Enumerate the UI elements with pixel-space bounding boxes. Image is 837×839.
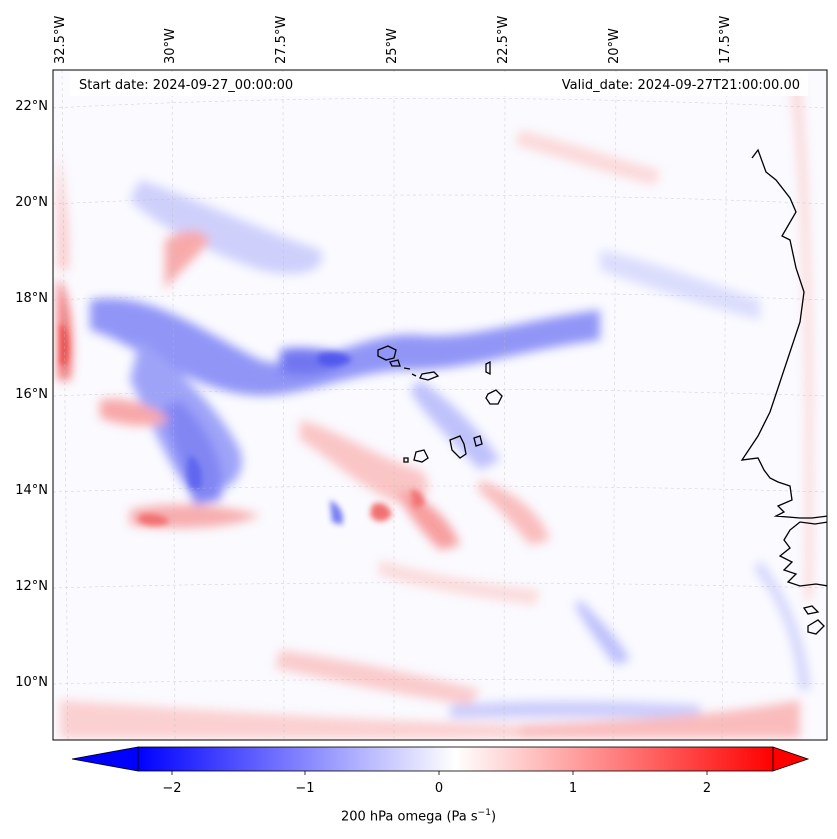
start-date-label: Start date: 2024-09-27_00:00:00 (79, 78, 294, 93)
colorbar-extend-max (772, 746, 810, 772)
colorbar-tick-label: 2 (703, 781, 711, 796)
colorbar-outline (137, 746, 774, 772)
colorbar-ticks (171, 771, 708, 775)
colorbar-tick-label: 1 (569, 781, 577, 796)
longitude-label: 32.5°W (53, 15, 68, 64)
colorbar-title: 200 hPa omega (Pa s−1) (340, 808, 497, 825)
latitude-label: 18°N (15, 291, 48, 306)
colorbar-tick-label: 0 (435, 781, 443, 796)
map-plot-area (53, 70, 827, 740)
latitude-label: 22°N (15, 99, 48, 114)
date-header-background (70, 72, 808, 96)
longitude-label: 17.5°W (718, 15, 733, 64)
longitude-label: 27.5°W (274, 15, 289, 64)
longitude-label: 22.5°W (496, 15, 511, 64)
colorbar-tick-label: −2 (162, 781, 181, 796)
cape-verde-islands (377, 345, 503, 463)
longitude-label: 30°W (163, 28, 178, 64)
colorbar-tick-label: −1 (295, 781, 314, 796)
omega-field (58, 80, 813, 738)
longitude-label: 20°W (607, 28, 622, 64)
coastline (740, 148, 827, 635)
map-frame (52, 69, 828, 741)
longitude-label: 25°W (385, 28, 400, 64)
colorbar-extend-min (71, 746, 139, 772)
colorbar: −2 −1 0 1 2 (71, 746, 810, 796)
latitude-label: 10°N (15, 675, 48, 690)
valid-date-label: Valid_date: 2024-09-27T21:00:00.00 (561, 78, 800, 93)
latitude-label: 20°N (15, 195, 48, 210)
omega-field-fine (60, 325, 425, 526)
latitude-label: 12°N (15, 579, 48, 594)
latitude-label: 14°N (15, 483, 48, 498)
latitude-label: 16°N (15, 387, 48, 402)
colorbar-gradient (138, 747, 773, 771)
map-gridlines (53, 70, 827, 740)
